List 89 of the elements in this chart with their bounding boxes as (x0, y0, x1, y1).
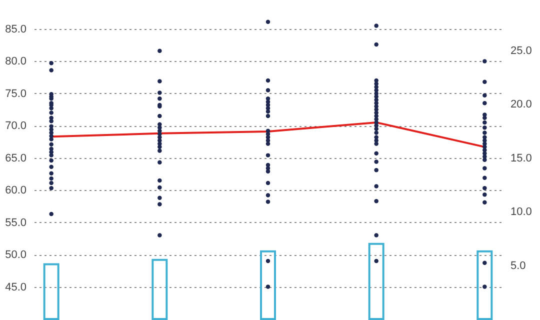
point (49, 137, 54, 142)
point (49, 158, 54, 163)
point (49, 180, 54, 186)
point (266, 200, 270, 204)
y-tick-label: 85.0 (5, 24, 26, 36)
point (374, 126, 378, 132)
point (482, 116, 487, 120)
point (266, 78, 270, 83)
point (374, 184, 378, 188)
y2-tick-label: 5.0 (510, 260, 526, 272)
point (482, 130, 487, 135)
point (482, 93, 487, 98)
point (266, 88, 270, 92)
point (266, 169, 270, 174)
point (49, 176, 54, 181)
point (482, 176, 487, 180)
y2-tick-label: 10.0 (510, 206, 532, 218)
bar (476, 250, 493, 320)
y-tick-label: 80.0 (5, 56, 26, 68)
point (49, 212, 54, 216)
point (482, 120, 487, 125)
point (158, 185, 162, 190)
y-tick-label: 55.0 (5, 216, 26, 229)
point (49, 106, 54, 110)
point (49, 142, 54, 146)
point (266, 142, 270, 146)
y-tick-label: 70.0 (5, 120, 26, 132)
point (374, 168, 378, 172)
point (49, 171, 54, 176)
point (49, 68, 54, 72)
point (158, 202, 162, 206)
point (158, 114, 162, 118)
y-tick-label: 65.0 (5, 152, 26, 164)
point (374, 24, 378, 28)
y-tick-label: 50.0 (5, 249, 26, 262)
point (374, 151, 378, 156)
point (482, 200, 487, 204)
bar (43, 263, 60, 320)
point (158, 178, 162, 183)
point (158, 233, 162, 238)
point (374, 142, 378, 146)
point (158, 160, 162, 165)
point (482, 59, 487, 64)
point (49, 61, 54, 66)
point (158, 48, 162, 54)
point (49, 119, 54, 124)
point (266, 153, 270, 158)
line-series (50, 121, 486, 148)
point (49, 110, 54, 115)
point (482, 186, 487, 190)
point (49, 186, 54, 190)
point (158, 144, 162, 150)
point (374, 233, 378, 238)
point (266, 109, 270, 114)
point (482, 158, 487, 162)
point (266, 258, 270, 264)
point (158, 96, 162, 101)
point (482, 192, 487, 197)
point (482, 166, 487, 170)
point (374, 130, 378, 135)
point (158, 79, 162, 84)
point (49, 164, 54, 170)
point (374, 198, 378, 204)
point (49, 153, 54, 158)
bar (260, 250, 276, 320)
bar (152, 258, 168, 320)
bar (368, 242, 384, 320)
point (374, 258, 378, 264)
point (374, 42, 378, 47)
y-tick-label: 75.0 (5, 88, 26, 100)
point (158, 148, 162, 153)
point (482, 100, 487, 106)
y2-tick-label: 25.0 (510, 44, 532, 57)
point (482, 80, 487, 84)
point (374, 160, 378, 164)
point (482, 284, 487, 289)
point (482, 260, 487, 266)
point (266, 193, 270, 198)
y-tick-label: 45.0 (5, 281, 26, 294)
point (266, 114, 270, 118)
y2-tick-label: 15.0 (510, 152, 532, 164)
point (158, 90, 162, 95)
point (266, 20, 270, 24)
point (158, 196, 162, 200)
point (482, 125, 487, 130)
point (266, 284, 270, 289)
y-tick-label: 60.0 (5, 184, 26, 197)
y2-tick-label: 20.0 (510, 98, 532, 111)
point (266, 180, 270, 186)
